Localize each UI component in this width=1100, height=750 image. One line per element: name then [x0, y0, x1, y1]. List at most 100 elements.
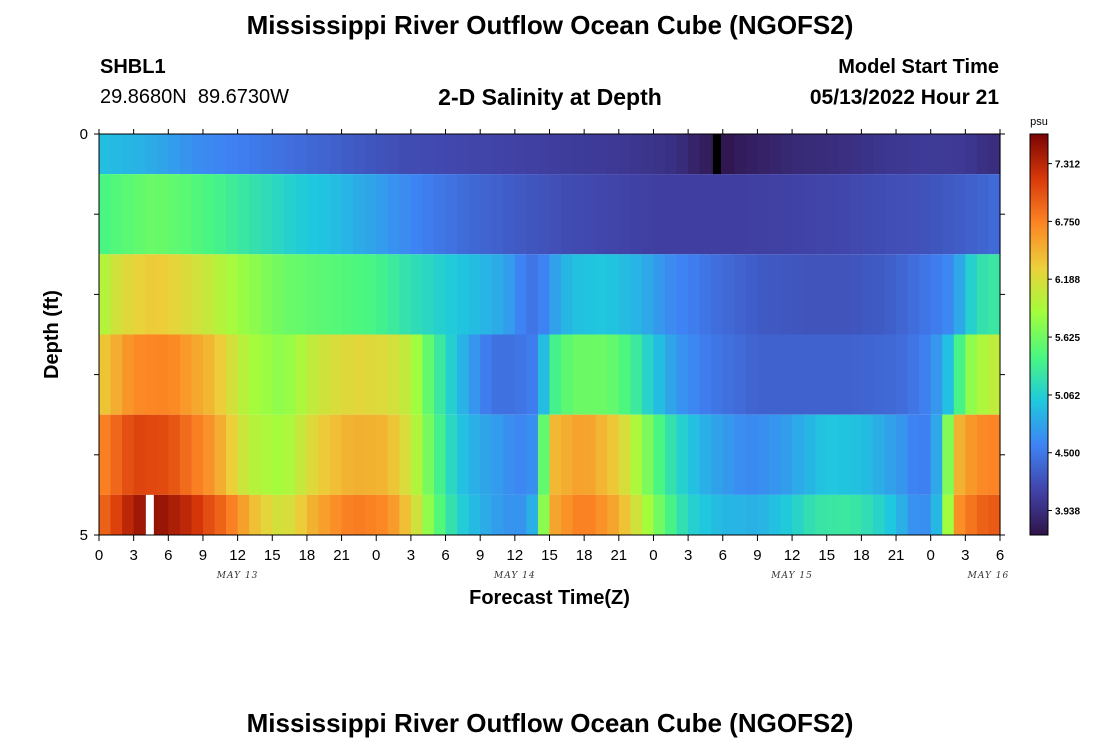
heatmap-cell [965, 254, 978, 335]
heatmap-cell [226, 254, 239, 335]
heatmap-cell [734, 134, 747, 175]
x-tick-label: 15 [541, 547, 558, 564]
heatmap-cell [630, 174, 643, 255]
heatmap-cell [226, 414, 239, 495]
heatmap-cell [283, 334, 296, 415]
heatmap-cell [861, 494, 874, 535]
heatmap-cell [364, 254, 377, 335]
heatmap-cell [468, 174, 481, 255]
heatmap-cell [572, 174, 585, 255]
heatmap-cell [849, 414, 862, 495]
heatmap-cell [734, 414, 747, 495]
y-axis: 05 [80, 126, 1005, 544]
heatmap-cell [422, 174, 435, 255]
heatmap-cell [896, 174, 909, 255]
heatmap-cell [872, 494, 886, 535]
heatmap-cell [595, 414, 608, 495]
x-tick-label: 0 [372, 547, 380, 564]
heatmap-cell [145, 134, 158, 175]
heatmap-cell [272, 494, 285, 535]
heatmap-cell [387, 174, 400, 255]
heatmap-cell [468, 254, 481, 335]
heatmap-cell [341, 414, 354, 495]
heatmap-cell [792, 254, 805, 335]
heatmap-cell [514, 134, 527, 175]
x-tick-label: 12 [507, 547, 524, 564]
heatmap-cell [330, 494, 343, 535]
heatmap-cell [330, 334, 343, 415]
heatmap-cell [260, 134, 273, 175]
heatmap-cell [318, 134, 331, 175]
heatmap-cell [953, 254, 966, 335]
heatmap-cell [468, 414, 481, 495]
x-tick-label: 18 [853, 547, 870, 564]
heatmap-cell [757, 174, 770, 255]
heatmap-cell [341, 494, 354, 535]
heatmap-cell [618, 174, 631, 255]
heatmap-cell [237, 494, 250, 535]
heatmap-cell [491, 254, 504, 335]
y-axis-title: Depth (ft) [41, 290, 63, 379]
heatmap-cell [745, 134, 759, 175]
heatmap-cell [179, 494, 193, 535]
heatmap-cell [537, 134, 551, 175]
heatmap-cell [410, 334, 424, 415]
heatmap-cell [676, 414, 689, 495]
heatmap-cell [676, 334, 689, 415]
x-tick-label: 18 [299, 547, 316, 564]
heatmap-cell [688, 494, 701, 535]
heatmap-cell [156, 334, 169, 415]
heatmap-cell [711, 174, 724, 255]
heatmap-cell [665, 134, 678, 175]
heatmap-cell [503, 494, 516, 535]
heatmap-cell [815, 174, 828, 255]
heatmap-cell [988, 254, 1001, 335]
heatmap-cell [514, 494, 527, 535]
heatmap-cell [838, 254, 851, 335]
heatmap-cell [537, 174, 551, 255]
heatmap-cell [653, 494, 666, 535]
heatmap-cell [214, 414, 227, 495]
heatmap-cell [156, 174, 169, 255]
heatmap-cell [896, 494, 909, 535]
heatmap-cell [110, 254, 123, 335]
heatmap-cell [283, 174, 296, 255]
heatmap-cell [202, 494, 216, 535]
x-tick-label: 15 [818, 547, 835, 564]
colorbar-tick-label: 5.062 [1055, 391, 1080, 402]
heatmap-cell [491, 334, 504, 415]
heatmap-cell [618, 414, 631, 495]
heatmap-cell [561, 334, 574, 415]
heatmap-cell [122, 494, 135, 535]
y-tick-label: 0 [80, 126, 88, 143]
heatmap-cell [549, 334, 562, 415]
heatmap-cell [572, 254, 585, 335]
heatmap-cell [399, 334, 412, 415]
heatmap-cell [861, 334, 874, 415]
heatmap-cell [688, 414, 701, 495]
heatmap-cell [607, 334, 620, 415]
heatmap-cell [214, 334, 227, 415]
heatmap-cell [341, 174, 354, 255]
heatmap-cell [780, 254, 793, 335]
heatmap-cell [526, 334, 539, 415]
heatmap-cell [653, 174, 666, 255]
heatmap-cell [607, 134, 620, 175]
station-name: SHBL1 [100, 56, 166, 78]
heatmap-cell [353, 134, 366, 175]
heatmap-cell [722, 494, 735, 535]
heatmap-cell [306, 134, 320, 175]
heatmap-cell [491, 134, 504, 175]
heatmap-cell [641, 174, 655, 255]
heatmap-cell [849, 174, 862, 255]
heatmap-cell [561, 414, 574, 495]
heatmap-cell [584, 174, 597, 255]
heatmap-cell [641, 334, 655, 415]
heatmap-cell [607, 414, 620, 495]
heatmap-cell [815, 414, 828, 495]
heatmap-cell [480, 414, 493, 495]
heatmap-cell [595, 134, 608, 175]
x-tick-label: 6 [441, 547, 449, 564]
heatmap-cell [295, 334, 308, 415]
heatmap-cell [364, 414, 377, 495]
